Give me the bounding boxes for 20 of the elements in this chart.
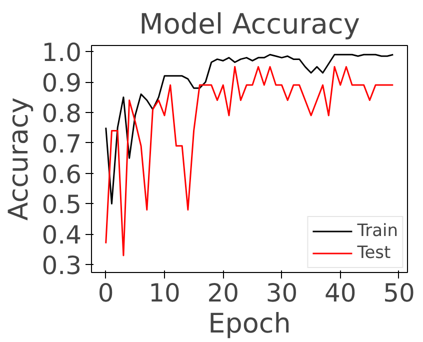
y-tick-label: 0.3 [42, 251, 82, 280]
y-tick-label: 0.5 [42, 190, 82, 220]
x-axis-title: Epoch [208, 308, 291, 340]
line-series [105, 54, 394, 204]
legend-label: Train [357, 221, 398, 241]
x-tick-label: 30 [266, 278, 298, 308]
chart-title: Model Accuracy [139, 8, 360, 40]
y-tick-label: 0.7 [42, 129, 82, 158]
y-tick-label: 1.0 [42, 38, 82, 68]
x-tick-label: 10 [148, 278, 180, 308]
y-tick-label: 0.9 [42, 68, 82, 98]
y-tick-label: 0.8 [42, 98, 82, 128]
x-tick-label: 0 [98, 278, 114, 308]
y-tick-label: 0.6 [42, 160, 82, 189]
x-tick-label: 40 [324, 278, 356, 308]
legend-label: Test [357, 243, 391, 263]
x-tick-label: 50 [383, 278, 415, 308]
x-tick-label: 20 [207, 278, 240, 308]
y-tick-label: 0.4 [42, 220, 82, 250]
y-axis-title: Accuracy [4, 97, 35, 221]
